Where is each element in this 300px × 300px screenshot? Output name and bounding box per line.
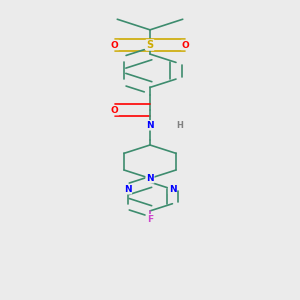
Text: S: S [146,40,154,50]
Text: N: N [169,185,176,194]
Text: H: H [177,121,183,130]
Text: N: N [146,174,154,183]
Text: F: F [147,215,153,224]
Text: O: O [111,106,119,115]
Text: O: O [111,40,119,50]
Text: O: O [182,40,189,50]
Text: N: N [124,185,131,194]
Text: N: N [146,121,154,130]
